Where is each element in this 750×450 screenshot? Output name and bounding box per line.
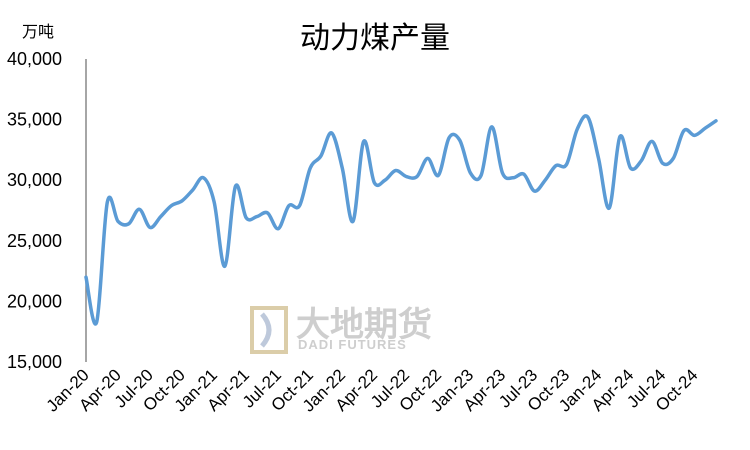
y-tick-label: 25,000 [7,231,62,251]
data-point [480,174,483,177]
y-tick-label: 35,000 [7,110,62,130]
y-tick-label: 30,000 [7,170,62,190]
data-point [394,169,397,172]
data-point [704,127,707,130]
data-point [682,129,685,132]
series-points [85,116,718,324]
data-point [319,154,322,157]
data-point [650,140,653,143]
data-point [309,167,312,170]
data-point [149,226,152,229]
data-point [266,211,269,214]
y-unit-label: 万吨 [22,22,54,41]
data-point [544,179,547,182]
data-point [117,220,120,223]
data-point [586,116,589,119]
y-tick-label: 20,000 [7,291,62,311]
data-point [234,185,237,188]
data-point [448,136,451,139]
data-point [341,167,344,170]
data-point [373,181,376,184]
data-point [362,140,365,143]
data-point [426,157,429,160]
y-tick-label: 40,000 [7,49,62,69]
watermark-cn-text: 大地期货 [296,305,432,345]
data-point [437,174,440,177]
data-point [287,204,290,207]
data-point [512,176,515,179]
y-axis-ticks: 15,000 20,000 25,000 30,000 35,000 40,000 [7,49,62,372]
chart-title: 动力煤产量 [300,21,450,56]
y-tick-label: 15,000 [7,352,62,372]
data-point [661,162,664,165]
data-point [608,207,611,210]
data-point [629,167,632,170]
data-point [159,215,162,218]
data-point [351,220,354,223]
watermark: 大地期货 DADI FUTURES [250,305,432,354]
data-point [565,163,568,166]
data-point [693,134,696,137]
data-point [191,188,194,191]
data-point [298,204,301,207]
data-point [715,119,718,122]
data-point [533,190,536,193]
data-point [522,173,525,176]
data-point [554,164,557,167]
data-point [170,204,173,207]
data-point [458,139,461,142]
data-point [138,208,141,211]
data-point [501,171,504,174]
data-point [181,199,184,202]
data-point [85,276,88,279]
data-point [106,201,109,204]
data-point [202,176,205,179]
data-point [255,215,258,218]
data-point [95,321,98,324]
data-point [383,179,386,182]
data-point [640,159,643,162]
data-point [330,131,333,134]
data-point [597,157,600,160]
data-point [223,265,226,268]
watermark-en-text: DADI FUTURES [298,337,407,352]
data-point [405,175,408,178]
data-point [213,201,216,204]
data-point [277,227,280,230]
data-point [469,171,472,174]
data-point [416,175,419,178]
data-point [576,128,579,131]
watermark-logo-icon [250,306,288,354]
data-point [245,216,248,219]
data-point [618,135,621,138]
data-point [490,125,493,128]
data-point [127,222,130,225]
x-axis-ticks: Jan-20Apr-20Jul-20Oct-20Jan-21Apr-21Jul-… [43,365,702,415]
data-point [672,157,675,160]
series-line [84,114,718,326]
